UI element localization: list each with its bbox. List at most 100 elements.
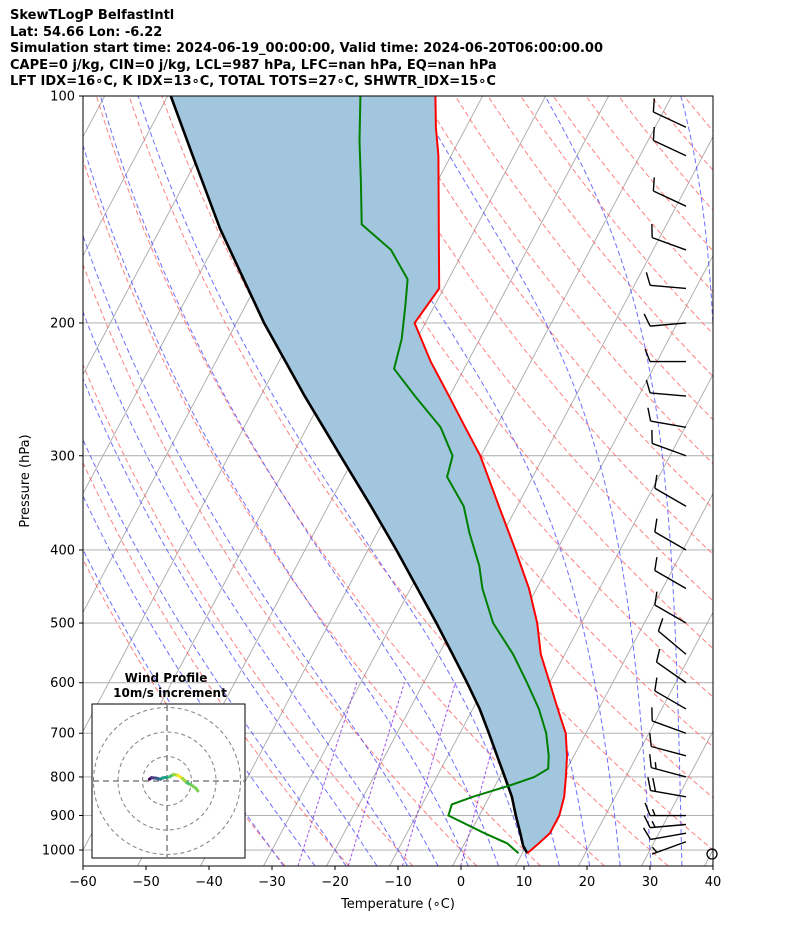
wind-barb-staff	[654, 690, 687, 710]
moist-adiabat	[83, 234, 439, 866]
wind-barb-staff	[651, 841, 687, 855]
dry-adiabat	[683, 96, 713, 132]
wind-barb	[655, 648, 687, 684]
title-latlon: Lat: 54.66 Lon: -6.22	[10, 24, 163, 40]
profile-lines	[169, 96, 569, 855]
hodograph-title: Wind Profile	[125, 671, 208, 685]
moist-adiabat	[744, 96, 777, 866]
dry-adiabat	[83, 158, 541, 866]
wind-barb-staff	[653, 190, 687, 207]
title-times: Simulation start time: 2024-06-19_00:00:…	[10, 41, 603, 56]
moist-adiabat	[100, 96, 500, 866]
cin-shade-area	[170, 96, 568, 854]
isotherm-line	[389, 254, 713, 866]
x-axis-label: Temperature (∘C)	[340, 897, 455, 912]
wind-barb-staff	[650, 832, 687, 841]
isotherm-line	[83, 96, 169, 257]
isotherm-line	[641, 730, 713, 866]
temperature-profile-line	[413, 96, 569, 855]
wind-barb-feather	[644, 802, 651, 816]
moist-adiabat	[137, 96, 530, 866]
wind-barb-feather	[652, 177, 655, 192]
x-tick-label: 40	[705, 875, 722, 890]
y-tick-label: 100	[50, 90, 75, 105]
wind-barb	[643, 815, 687, 829]
dry-adiabat	[454, 96, 713, 421]
isotherm-line	[326, 135, 713, 866]
y-tick-label: 500	[50, 617, 75, 632]
x-tick-label: −60	[69, 875, 96, 890]
wind-barb	[654, 474, 687, 507]
wind-barb	[649, 732, 687, 757]
isotherm-line	[83, 96, 106, 138]
wind-barb-feather	[654, 591, 658, 606]
hodograph-rings	[93, 705, 244, 857]
parcel-profile-line	[169, 96, 529, 854]
x-axis-ticks: −60 −50 −40 −30 −20 −10 0 10 20 30 40	[69, 866, 721, 890]
y-tick-label: 400	[50, 543, 75, 558]
wind-barb-feather	[657, 618, 664, 632]
cape-shading	[170, 96, 568, 854]
wind-barb-staff	[651, 236, 687, 251]
mixing-ratio-line	[347, 682, 405, 866]
moist-adiabat	[83, 494, 316, 866]
background-lines	[83, 96, 777, 866]
wind-barb	[651, 841, 687, 855]
moist-adiabat	[414, 96, 652, 866]
wind-barb-staff	[650, 420, 687, 428]
wind-barb-feather	[651, 820, 656, 828]
wind-barb-staff	[654, 604, 687, 624]
wind-barb-staff	[651, 766, 687, 778]
wind-barb-feather	[654, 677, 658, 692]
y-tick-label: 200	[50, 316, 75, 331]
wind-barb-staff	[650, 823, 687, 829]
x-tick-label: −40	[195, 875, 222, 890]
moist-adiabat	[544, 96, 683, 866]
hodograph-segment	[194, 786, 200, 793]
wind-barb	[654, 557, 687, 590]
wind-barb	[644, 802, 686, 817]
wind-barb	[645, 272, 687, 290]
wind-barb	[652, 177, 687, 207]
x-tick-label: −10	[384, 875, 411, 890]
wind-barb-staff	[651, 442, 687, 457]
dry-adiabat	[193, 96, 713, 799]
moist-adiabat	[83, 143, 469, 866]
wind-barb-staff	[657, 630, 687, 655]
wind-barb	[647, 777, 687, 798]
wind-barb-feather	[645, 272, 651, 286]
y-tick-label: 700	[50, 727, 75, 742]
x-tick-label: −30	[258, 875, 285, 890]
wind-barb	[651, 224, 687, 251]
moist-adiabat	[83, 310, 409, 866]
title-station: SkewTLogP BelfastIntl	[10, 8, 175, 23]
x-tick-label: 10	[516, 875, 533, 890]
title-indices-line: LFT IDX=16∘C, K IDX=13∘C, TOTAL TOTS=27∘…	[10, 74, 496, 89]
y-tick-label: 600	[50, 676, 75, 691]
wind-barb-feather	[651, 808, 656, 816]
dry-adiabat	[389, 96, 713, 510]
x-tick-label: 0	[457, 875, 465, 890]
y-tick-label: 300	[50, 449, 75, 464]
wind-barb	[651, 707, 687, 734]
x-tick-label: −20	[321, 875, 348, 890]
wind-barb-feather	[643, 815, 651, 828]
wind-barb	[654, 518, 687, 551]
wind-barb-calm	[706, 848, 718, 860]
y-tick-label: 1000	[42, 844, 75, 859]
wind-barb-feather	[643, 313, 651, 327]
wind-barb-feather	[645, 379, 651, 394]
wind-barb	[649, 754, 687, 778]
wind-barb	[642, 827, 687, 841]
wind-barb-staff	[656, 661, 687, 684]
wind-barb-staff	[654, 531, 687, 551]
moist-adiabat	[83, 438, 347, 866]
wind-barb-staff	[651, 745, 687, 757]
mixing-ratio-line	[297, 682, 358, 866]
isotherm-line	[83, 96, 232, 376]
wind-barb-feather	[647, 777, 652, 791]
hodograph-inset: Wind Profile 10m/s increment	[91, 671, 246, 859]
isotherm-line	[515, 492, 713, 866]
wind-barb	[657, 618, 687, 655]
y-axis-label: Pressure (hPa)	[18, 434, 33, 527]
